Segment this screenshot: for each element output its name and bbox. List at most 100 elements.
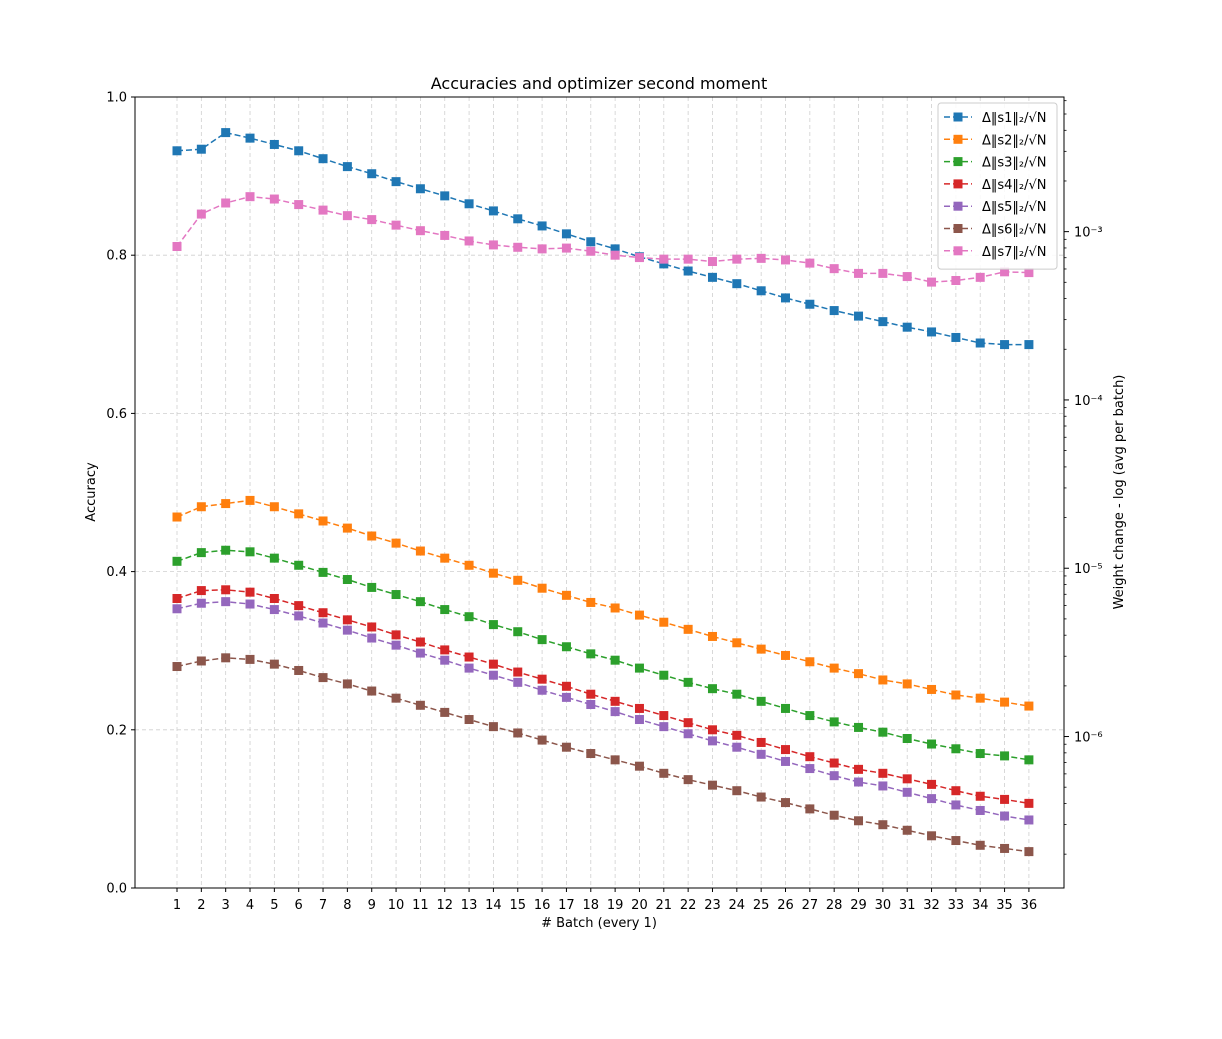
data-point-s1 — [367, 169, 377, 179]
data-point-s3 — [488, 620, 498, 630]
data-point-s6 — [707, 780, 717, 790]
data-point-s3 — [854, 722, 864, 732]
x-tick-label: 13 — [461, 898, 478, 913]
data-point-s5 — [610, 707, 620, 717]
x-tick-label: 15 — [509, 898, 526, 913]
data-point-s4 — [854, 764, 864, 774]
legend-marker-s5 — [953, 201, 963, 211]
x-tick-label: 22 — [680, 898, 697, 913]
data-point-s5 — [561, 692, 571, 702]
data-point-s1 — [245, 133, 255, 143]
data-point-s3 — [975, 749, 985, 759]
data-point-s4 — [294, 601, 304, 611]
data-point-s6 — [854, 816, 864, 826]
x-tick-label: 36 — [1021, 898, 1038, 913]
data-point-s5 — [294, 611, 304, 621]
data-point-s1 — [342, 162, 352, 172]
x-axis-ticks: 1 2 3 4 5 6 7 8 9 10 11 12 13 14 15 16 17 18 19 20 21 22 23 24 2… — [173, 888, 1037, 913]
x-tick-label: 35 — [996, 898, 1013, 913]
x-tick-label: 14 — [485, 898, 502, 913]
data-point-s1 — [829, 306, 839, 316]
data-point-s3 — [318, 567, 328, 577]
data-point-s2 — [683, 624, 693, 634]
data-point-s5 — [951, 800, 961, 810]
x-tick-label: 16 — [534, 898, 551, 913]
data-point-s1 — [927, 327, 937, 337]
data-point-s3 — [805, 711, 815, 721]
data-point-s1 — [537, 221, 547, 231]
y-tick-label: 0.0 — [106, 882, 127, 897]
data-point-s4 — [464, 652, 474, 662]
data-point-s2 — [513, 575, 523, 585]
data-point-s6 — [610, 755, 620, 765]
data-point-s4 — [367, 622, 377, 632]
data-point-s2 — [732, 638, 742, 648]
data-point-s1 — [172, 146, 182, 156]
legend-label-s4: Δ‖s4‖₂/√N — [982, 178, 1047, 193]
data-point-s2 — [269, 502, 279, 512]
data-point-s4 — [488, 659, 498, 669]
data-point-s7 — [561, 243, 571, 253]
data-point-s2 — [659, 617, 669, 627]
x-tick-label: 10 — [388, 898, 405, 913]
y2-tick-label: 10⁻³ — [1074, 226, 1103, 241]
x-tick-label: 20 — [631, 898, 648, 913]
x-tick-label: 24 — [729, 898, 746, 913]
y-tick-label: 0.8 — [106, 249, 127, 264]
data-point-s6 — [756, 792, 766, 802]
data-point-s2 — [1000, 697, 1010, 707]
data-point-s4 — [172, 593, 182, 603]
data-point-s4 — [269, 593, 279, 603]
data-point-s4 — [610, 696, 620, 706]
x-tick-label: 6 — [295, 898, 303, 913]
data-point-s3 — [1000, 751, 1010, 761]
data-point-s3 — [415, 597, 425, 607]
data-point-s1 — [1024, 340, 1034, 350]
data-point-s2 — [610, 603, 620, 613]
data-point-s1 — [561, 229, 571, 239]
data-point-s3 — [634, 663, 644, 673]
legend-label-s2: Δ‖s2‖₂/√N — [982, 133, 1047, 148]
data-point-s3 — [294, 560, 304, 570]
data-point-s7 — [537, 244, 547, 254]
x-tick-label: 5 — [270, 898, 278, 913]
data-point-s5 — [221, 597, 231, 607]
x-tick-label: 25 — [753, 898, 770, 913]
data-point-s5 — [756, 749, 766, 759]
legend-label-s1: Δ‖s1‖₂/√N — [982, 111, 1047, 126]
x-tick-label: 4 — [246, 898, 254, 913]
x-tick-label: 8 — [343, 898, 351, 913]
data-point-s5 — [196, 598, 206, 608]
data-point-s7 — [269, 194, 279, 204]
data-point-s4 — [781, 745, 790, 755]
data-point-s7 — [342, 211, 352, 221]
y-tick-label: 0.6 — [106, 407, 127, 422]
data-point-s6 — [951, 836, 961, 846]
data-point-s5 — [245, 599, 255, 609]
data-point-s4 — [391, 630, 401, 640]
data-point-s7 — [707, 257, 717, 267]
data-point-s5 — [586, 699, 596, 709]
data-point-s5 — [367, 633, 377, 643]
data-point-s1 — [610, 244, 620, 254]
y-axis-ticks: 0.0 0.2 0.4 0.6 0.8 1.0 — [106, 91, 135, 897]
data-point-s4 — [707, 725, 717, 735]
x-tick-label: 28 — [826, 898, 843, 913]
data-point-s6 — [318, 673, 328, 683]
data-point-s7 — [391, 220, 401, 230]
data-point-s6 — [878, 820, 888, 830]
chart-title: Accuracies and optimizer second moment — [431, 74, 767, 93]
data-point-s4 — [951, 786, 961, 796]
data-point-s3 — [391, 590, 401, 600]
data-point-s2 — [586, 597, 596, 607]
data-point-s2 — [805, 657, 815, 667]
x-tick-label: 23 — [704, 898, 721, 913]
data-point-s2 — [634, 610, 644, 620]
x-tick-label: 32 — [923, 898, 940, 913]
legend-label-s3: Δ‖s3‖₂/√N — [982, 156, 1047, 171]
legend-marker-s4 — [953, 179, 963, 189]
legend-marker-s2 — [953, 134, 963, 144]
data-point-s4 — [1000, 794, 1010, 804]
legend-box — [937, 102, 1058, 270]
x-tick-label: 12 — [436, 898, 453, 913]
